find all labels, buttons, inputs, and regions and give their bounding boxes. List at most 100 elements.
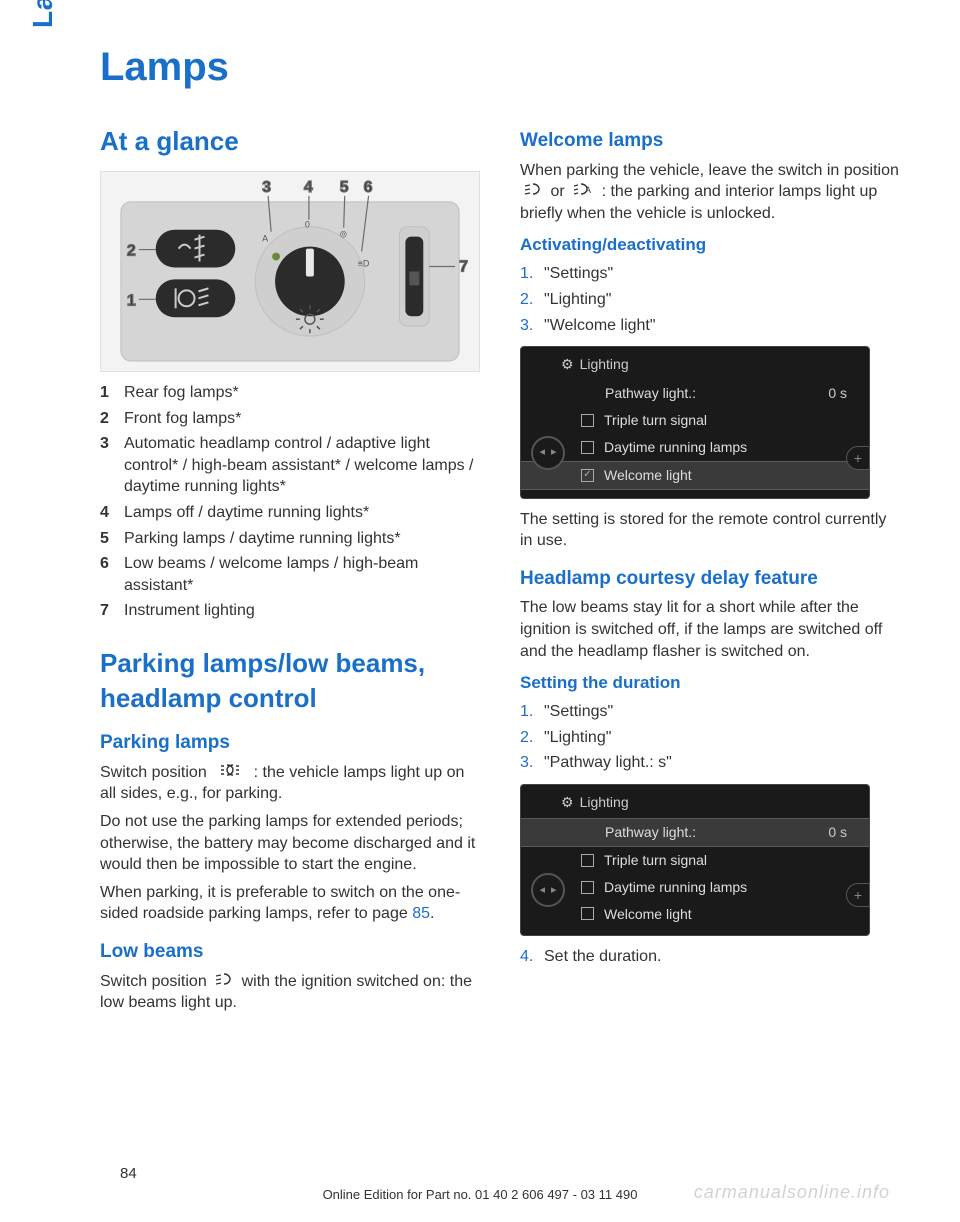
list-item: 3."Welcome light" <box>520 315 900 337</box>
step-number: 2. <box>520 289 544 311</box>
step-text: "Settings" <box>544 701 613 723</box>
parking-low-beams-heading: Parking lamps/low beams, headlamp contro… <box>100 646 480 716</box>
text: When parking the vehicle, leave the swit… <box>520 162 899 179</box>
text: Switch position <box>100 973 211 990</box>
idrive-plus-icon: + <box>846 446 870 470</box>
gear-icon: ⚙ <box>561 793 574 812</box>
idrive-row: ✓ Welcome light <box>521 461 869 490</box>
item-number: 5 <box>100 528 124 550</box>
item-text: Parking lamps / daytime running lights* <box>124 528 401 550</box>
svg-text:6: 6 <box>364 179 373 196</box>
idrive-label: Daytime running lamps <box>604 878 747 897</box>
courtesy-heading: Headlamp courtesy delay feature <box>520 566 900 592</box>
welcome-lamps-heading: Welcome lamps <box>520 128 900 154</box>
idrive-row: Pathway light.:0 s <box>521 818 869 847</box>
svg-text:≡D: ≡D <box>358 259 370 269</box>
courtesy-p: The low beams stay lit for a short while… <box>520 597 900 662</box>
idrive-label: Triple turn signal <box>604 411 707 430</box>
item-text: Front fog lamps* <box>124 408 241 430</box>
checkbox-icon <box>581 907 594 920</box>
step-number: 3. <box>520 315 544 337</box>
text: . <box>430 905 434 922</box>
item-text: Lamps off / daytime running lights* <box>124 502 369 524</box>
text: Switch position <box>100 764 211 781</box>
svg-text:5: 5 <box>340 179 349 196</box>
at-a-glance-heading: At a glance <box>100 124 480 159</box>
welcome-lamps-p1: When parking the vehicle, leave the swit… <box>520 160 900 225</box>
idrive-plus-icon: + <box>846 883 870 907</box>
idrive-label: Welcome light <box>604 466 692 485</box>
right-column: Welcome lamps When parking the vehicle, … <box>520 124 900 1020</box>
svg-text:0: 0 <box>305 220 310 230</box>
list-item: 4Lamps off / daytime running lights* <box>100 502 480 524</box>
item-text: Instrument lighting <box>124 600 255 622</box>
idrive-row: Daytime running lamps <box>521 434 869 461</box>
list-item: 2Front fog lamps* <box>100 408 480 430</box>
step-number: 1. <box>520 263 544 285</box>
page-content: Lamps At a glance <box>0 0 960 1040</box>
idrive-row: Triple turn signal <box>521 407 869 434</box>
list-item: 3."Pathway light.: s" <box>520 752 900 774</box>
idrive-controller-icon: ◂▸ <box>531 436 565 470</box>
step-text: "Lighting" <box>544 289 611 311</box>
step-text: "Lighting" <box>544 727 611 749</box>
text: Lighting <box>580 793 629 812</box>
list-item: 5Parking lamps / daytime running lights* <box>100 528 480 550</box>
idrive-menu-title: ⚙ Lighting <box>521 355 869 380</box>
idrive-screenshot-duration: ⚙ Lighting Pathway light.:0 sTriple turn… <box>520 784 870 936</box>
idrive-row: Triple turn signal <box>521 847 869 874</box>
left-column: At a glance <box>100 124 480 1020</box>
item-text: Rear fog lamps* <box>124 382 239 404</box>
idrive-menu-title: ⚙ Lighting <box>521 793 869 818</box>
step-number: 3. <box>520 752 544 774</box>
parking-lamps-icon <box>213 762 247 784</box>
item-number: 6 <box>100 553 124 575</box>
checkbox-icon <box>581 414 594 427</box>
list-item: 2."Lighting" <box>520 727 900 749</box>
svg-text:A: A <box>585 185 591 195</box>
step-text: "Pathway light.: s" <box>544 752 672 774</box>
item-number: 1 <box>100 382 124 404</box>
watermark: carmanualsonline.info <box>694 1180 890 1204</box>
item-text: Automatic headlamp control / adaptive li… <box>124 433 480 498</box>
idrive-row: Pathway light.: 0 s <box>521 380 869 407</box>
svg-text:A: A <box>262 234 268 244</box>
item-number: 4 <box>100 502 124 524</box>
svg-text:4: 4 <box>304 179 313 196</box>
svg-text:7: 7 <box>459 259 468 276</box>
low-beams-heading: Low beams <box>100 939 480 965</box>
low-beams-p1: Switch position with the ignition switch… <box>100 971 480 1014</box>
step-text: Set the duration. <box>544 946 661 968</box>
duration-step4: 4.Set the duration. <box>520 946 900 968</box>
list-item: 6Low beams / welcome lamps / high-beam a… <box>100 553 480 596</box>
activating-heading: Activating/deactivating <box>520 234 900 257</box>
side-section-label: Lamps <box>24 0 62 28</box>
text: When parking, it is preferable to switch… <box>100 884 460 923</box>
light-switch-diagram: A 0 ⦾ ≡D <box>100 171 480 372</box>
idrive-label: Daytime running lamps <box>604 438 747 457</box>
item-text: Low beams / welcome lamps / high-beam as… <box>124 553 480 596</box>
page-title: Lamps <box>100 40 900 94</box>
parking-lamps-p3: When parking, it is preferable to switch… <box>100 882 480 925</box>
list-item: 7Instrument lighting <box>100 600 480 622</box>
at-a-glance-list: 1Rear fog lamps* 2Front fog lamps* 3Automa… <box>100 382 480 622</box>
low-beam-icon <box>522 181 544 203</box>
list-item: 2."Lighting" <box>520 289 900 311</box>
page-link-85[interactable]: 85 <box>412 905 430 922</box>
checkbox-checked-icon: ✓ <box>581 469 594 482</box>
duration-heading: Setting the duration <box>520 672 900 695</box>
idrive-row: Welcome light <box>521 901 869 928</box>
step-text: "Welcome light" <box>544 315 656 337</box>
list-item: 1Rear fog lamps* <box>100 382 480 404</box>
idrive-label: Pathway light.: <box>605 384 696 403</box>
step-number: 2. <box>520 727 544 749</box>
two-column-layout: At a glance <box>100 124 900 1020</box>
text: or <box>550 183 569 200</box>
light-switch-svg: A 0 ⦾ ≡D <box>101 172 479 371</box>
idrive-value: 0 s <box>828 384 857 403</box>
list-item: 3Automatic headlamp control / adaptive l… <box>100 433 480 498</box>
idrive-value: 0 s <box>828 823 857 842</box>
svg-text:1: 1 <box>127 292 136 309</box>
low-beam-icon <box>213 971 235 993</box>
idrive-label: Welcome light <box>604 905 692 924</box>
